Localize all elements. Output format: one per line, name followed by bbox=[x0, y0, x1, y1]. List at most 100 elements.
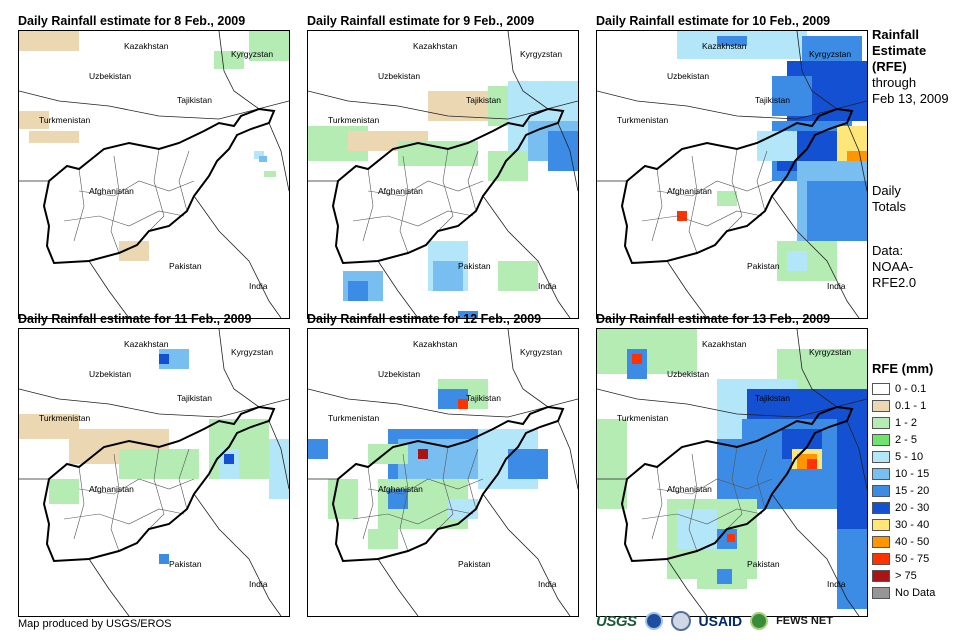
side-data-line-1: Data: bbox=[872, 243, 904, 258]
legend-swatch bbox=[872, 484, 890, 497]
rainfall-patch bbox=[119, 449, 199, 479]
province-border bbox=[63, 210, 185, 227]
map-label-india: India bbox=[827, 281, 846, 291]
rainfall-patch bbox=[119, 241, 149, 261]
rainfall-patch bbox=[717, 36, 747, 46]
legend-item: 20 - 30 bbox=[872, 499, 935, 516]
side-heading-line-2: Estimate bbox=[872, 43, 927, 58]
rainfall-patch bbox=[632, 354, 642, 364]
province-border bbox=[73, 168, 85, 242]
map-label-pakistan: Pakistan bbox=[458, 559, 491, 569]
legend-label: No Data bbox=[895, 586, 936, 599]
side-daily-line-2: Totals bbox=[872, 199, 906, 214]
country-border bbox=[597, 388, 867, 418]
map-label-afghanistan: Afghanistan bbox=[667, 484, 712, 494]
map-label-kazakhstan: Kazakhstan bbox=[413, 339, 458, 349]
map-label-india: India bbox=[538, 281, 557, 291]
rainfall-patch bbox=[254, 151, 264, 159]
rainfall-patch bbox=[264, 171, 276, 177]
province-border bbox=[688, 155, 698, 254]
map-label-pakistan: Pakistan bbox=[747, 261, 780, 271]
rainfall-map-svg: Kazakhstan Kyrgyzstan Uzbekistan Tajikistan… bbox=[19, 31, 289, 318]
rainfall-patch bbox=[787, 251, 807, 271]
rainfall-map-svg: Kazakhstan Kyrgyzstan Uzbekistan Tajikistan… bbox=[597, 31, 867, 318]
rainfall-map: Kazakhstan Kyrgyzstan Uzbekistan Tajikistan… bbox=[596, 30, 868, 319]
rainfall-map: Kazakhstan Kyrgyzstan Uzbekistan Tajikistan… bbox=[307, 30, 579, 319]
country-border bbox=[218, 329, 260, 408]
panel-title: Daily Rainfall estimate for 10 Feb., 200… bbox=[596, 14, 831, 28]
usaid-logo: USAID bbox=[698, 613, 743, 629]
panel-title: Daily Rainfall estimate for 11 Feb., 200… bbox=[18, 312, 252, 326]
legend-item: 10 - 15 bbox=[872, 465, 935, 482]
legend-label: 1 - 2 bbox=[895, 416, 918, 429]
legend-label: > 75 bbox=[895, 569, 917, 582]
rainfall-patch bbox=[807, 459, 817, 469]
province-border bbox=[756, 448, 768, 510]
legend-item: No Data bbox=[872, 584, 935, 601]
legend-swatch bbox=[872, 416, 890, 429]
legend-label: 0.1 - 1 bbox=[895, 399, 927, 412]
side-data-line-3: RFE2.0 bbox=[872, 275, 917, 290]
country-border bbox=[846, 420, 867, 490]
afghanistan-border bbox=[42, 107, 276, 265]
legend-swatch bbox=[872, 450, 890, 463]
legend-item: 15 - 20 bbox=[872, 482, 935, 499]
province-border bbox=[641, 508, 763, 525]
map-label-tajikistan: Tajikistan bbox=[466, 95, 501, 105]
province-border bbox=[651, 168, 663, 242]
legend-swatch bbox=[872, 467, 890, 480]
rainfall-patch bbox=[433, 261, 463, 291]
province-border bbox=[178, 150, 190, 212]
legend-label: 30 - 40 bbox=[895, 518, 930, 531]
rainfall-patch bbox=[717, 439, 777, 499]
rainfall-patch bbox=[597, 419, 627, 509]
afghanistan-border bbox=[331, 405, 565, 563]
country-border bbox=[218, 31, 260, 110]
legend-label: 0 - 0.1 bbox=[895, 382, 927, 395]
map-label-turkmenistan: Turkmenistan bbox=[39, 115, 90, 125]
rainfall-patch bbox=[677, 509, 717, 549]
legend-label: 5 - 10 bbox=[895, 450, 924, 463]
map-label-kyrgyzstan: Kyrgyzstan bbox=[231, 347, 273, 357]
map-label-afghanistan: Afghanistan bbox=[378, 484, 423, 494]
rainfall-patch bbox=[727, 534, 735, 542]
province-border bbox=[63, 508, 185, 525]
rainfall-patch bbox=[458, 311, 478, 318]
rainfall-patch bbox=[159, 354, 169, 364]
province-border bbox=[467, 448, 479, 510]
country-border bbox=[666, 558, 708, 616]
country-border bbox=[308, 388, 578, 418]
rainfall-patch bbox=[837, 529, 867, 609]
afghanistan-border bbox=[620, 107, 854, 265]
country-border bbox=[88, 260, 130, 318]
province-border bbox=[641, 210, 763, 227]
side-data-line-2: NOAA- bbox=[872, 259, 914, 274]
province-border bbox=[688, 453, 698, 552]
rainfall-patch bbox=[159, 554, 169, 564]
map-label-afghanistan: Afghanistan bbox=[378, 186, 423, 196]
legend-swatch bbox=[872, 501, 890, 514]
province-border bbox=[73, 466, 85, 540]
rainfall-patch bbox=[508, 449, 548, 479]
legend-swatch bbox=[872, 552, 890, 565]
province-border bbox=[726, 148, 743, 232]
map-label-tajikistan: Tajikistan bbox=[466, 393, 501, 403]
map-label-afghanistan: Afghanistan bbox=[89, 186, 134, 196]
map-label-kyrgyzstan: Kyrgyzstan bbox=[520, 49, 562, 59]
rainfall-patch bbox=[19, 111, 49, 129]
legend-item: 0 - 0.1 bbox=[872, 380, 935, 397]
legend-title: RFE (mm) bbox=[872, 361, 934, 376]
province-border bbox=[178, 448, 190, 510]
map-label-kyrgyzstan: Kyrgyzstan bbox=[231, 49, 273, 59]
map-label-kazakhstan: Kazakhstan bbox=[702, 41, 747, 51]
map-label-tajikistan: Tajikistan bbox=[177, 393, 212, 403]
fews-net-logo: FEWS NET bbox=[776, 615, 833, 627]
legend-swatch bbox=[872, 535, 890, 548]
rainfall-map: Kazakhstan Kyrgyzstan Uzbekistan Tajikistan… bbox=[18, 30, 290, 319]
province-border bbox=[362, 168, 374, 242]
rainfall-patch bbox=[368, 529, 398, 549]
legend-label: 50 - 75 bbox=[895, 552, 930, 565]
map-label-kyrgyzstan: Kyrgyzstan bbox=[520, 347, 562, 357]
country-border bbox=[19, 388, 289, 418]
country-border bbox=[796, 329, 838, 408]
